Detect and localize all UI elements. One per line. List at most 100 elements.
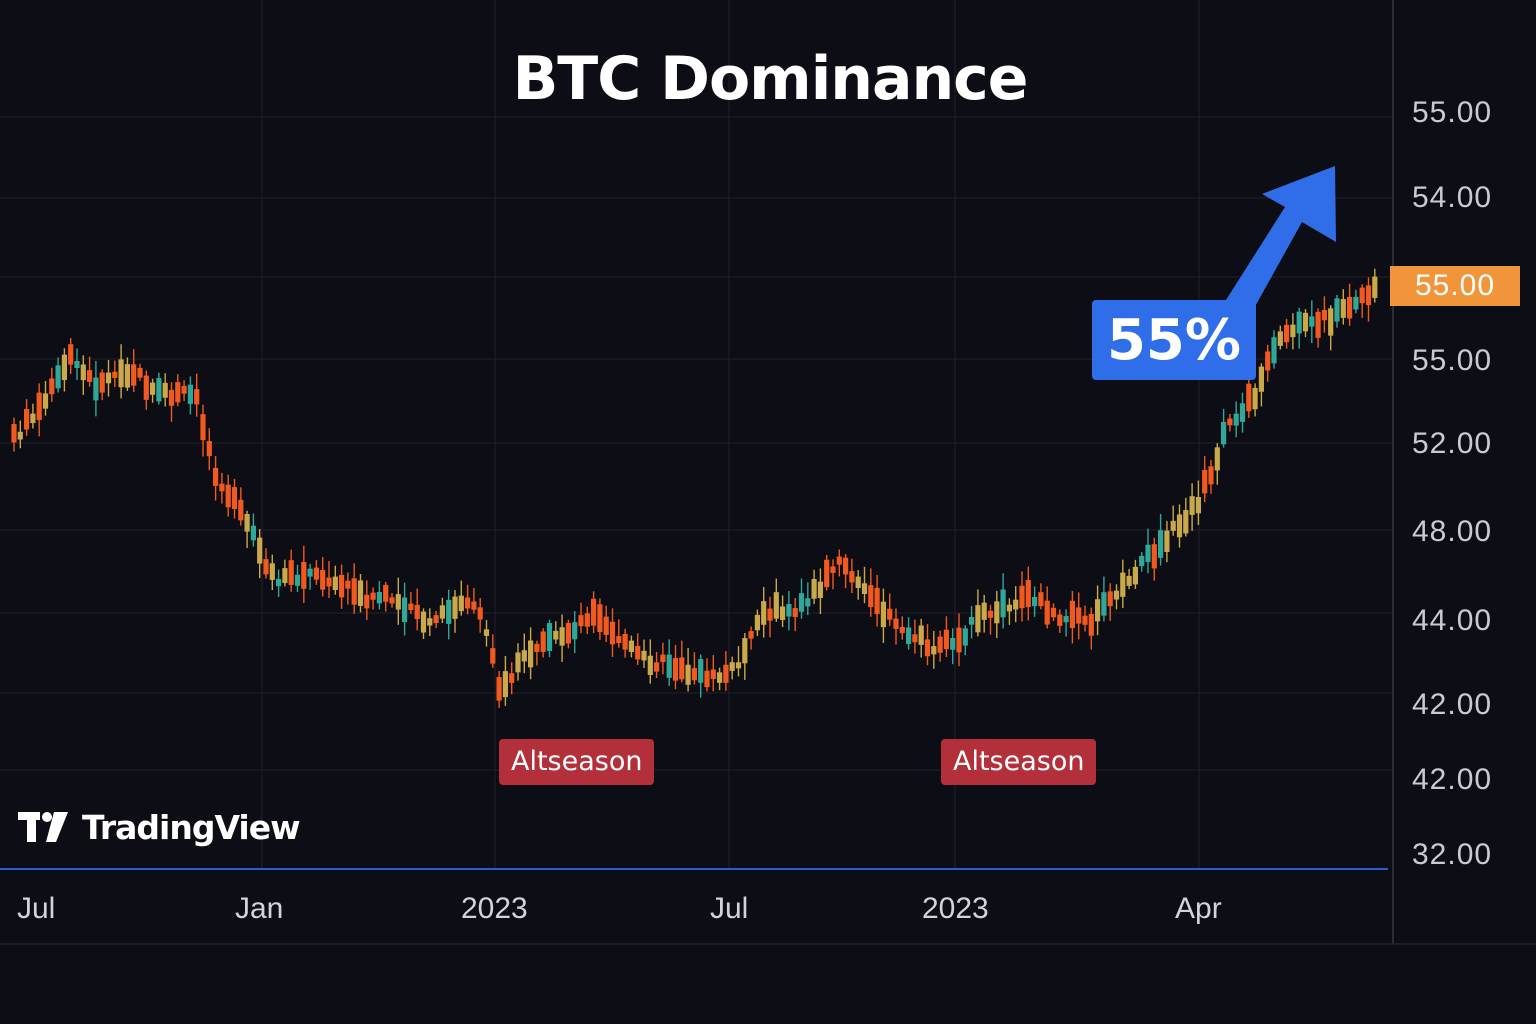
candle-body (1221, 421, 1227, 445)
candle-body (49, 378, 55, 395)
candle-body (326, 577, 332, 587)
candle-body (118, 359, 124, 388)
candle-body (1107, 591, 1113, 607)
x-tick-label: 2023 (922, 892, 989, 925)
candle-body (1088, 613, 1094, 636)
candle-body (509, 673, 515, 683)
candle-body (1202, 469, 1208, 494)
candle-body (710, 669, 716, 680)
candle-body (1321, 309, 1327, 321)
candle-body (11, 424, 17, 443)
candle-body (1195, 497, 1201, 514)
candle-body (622, 633, 628, 650)
candle-body (1025, 579, 1031, 608)
candle-body (1132, 566, 1138, 585)
x-tick-label: Jul (710, 892, 749, 925)
candle-body (1044, 600, 1050, 625)
candle-body (660, 654, 666, 663)
candle-body (1139, 555, 1145, 567)
candle-body (1126, 575, 1132, 586)
candle-body (1019, 585, 1025, 609)
candle-body (1258, 366, 1264, 392)
candle-body (471, 601, 477, 610)
candle-body (742, 638, 748, 664)
candle-body (263, 559, 269, 575)
x-tick-label: Jan (235, 892, 284, 925)
candle-body (477, 607, 483, 620)
candle-body (729, 662, 735, 671)
candle-body (672, 658, 679, 681)
candle-body (408, 603, 414, 611)
candle-body (24, 409, 30, 430)
candle-body (761, 601, 767, 625)
candle-body (943, 629, 949, 650)
candle-body (735, 662, 742, 669)
candle-body (811, 578, 817, 599)
candle-body (597, 604, 603, 633)
candle-body (899, 626, 905, 634)
dominance-callout: 55% (1092, 300, 1256, 380)
candle-body (502, 671, 508, 698)
candle-body (546, 623, 553, 652)
candle-body (257, 537, 263, 564)
candle-body (1076, 607, 1082, 624)
candle-body (68, 344, 74, 365)
x-tick-label: 2023 (461, 892, 528, 925)
y-tick-label: 48.00 (1412, 515, 1493, 548)
candle-body (887, 608, 893, 620)
candle-body (874, 587, 880, 615)
candle-body (931, 646, 937, 655)
candle-body (42, 393, 49, 409)
y-tick-label: 42.00 (1412, 688, 1493, 721)
candle-body (1000, 589, 1006, 618)
candle-body (1170, 520, 1176, 531)
candle-body (1101, 592, 1107, 616)
candle-body (1353, 296, 1359, 310)
candle-body (1309, 316, 1315, 327)
candle-body (717, 672, 723, 683)
candle-body (465, 597, 471, 609)
y-tick-label: 55.00 (1412, 344, 1493, 377)
candle-body (1359, 287, 1365, 304)
candle-body (1302, 312, 1309, 332)
candle-body (1176, 514, 1183, 538)
candle-body (1340, 299, 1346, 318)
candle-body (74, 360, 80, 369)
candle-body (937, 636, 943, 653)
candle-body (559, 627, 565, 646)
candle-body (112, 371, 118, 378)
candle-body (439, 605, 445, 619)
candle-body (1006, 604, 1012, 612)
candle-body (420, 611, 427, 633)
candle-body (572, 622, 578, 640)
candle-body (194, 389, 200, 405)
candle-body (698, 659, 704, 683)
candle-body (1113, 590, 1120, 600)
candle-body (861, 583, 868, 595)
candle-body (370, 592, 376, 600)
candle-body (1214, 447, 1220, 471)
candle-body (30, 413, 36, 424)
candle-body (1189, 496, 1195, 515)
candle-body (1372, 276, 1378, 298)
candle-body (540, 631, 546, 652)
candle-body (250, 525, 256, 541)
candle-body (307, 568, 313, 577)
candle-body (131, 364, 137, 386)
candle-body (780, 606, 786, 620)
candle-body (80, 364, 86, 381)
candle-body (1095, 599, 1101, 622)
candle-body (1315, 311, 1321, 338)
annotation-badge: Altseason (941, 739, 1097, 785)
candle-body (1328, 308, 1334, 336)
candle-body (61, 354, 67, 381)
candle-body (483, 629, 490, 636)
x-tick-label: Apr (1175, 892, 1222, 925)
brand-name: TradingView (82, 807, 301, 847)
candle-body (962, 628, 968, 646)
candle-body (490, 648, 496, 664)
candle-body (691, 668, 697, 681)
candle-body (704, 670, 710, 688)
y-tick-label: 54.00 (1412, 181, 1493, 214)
